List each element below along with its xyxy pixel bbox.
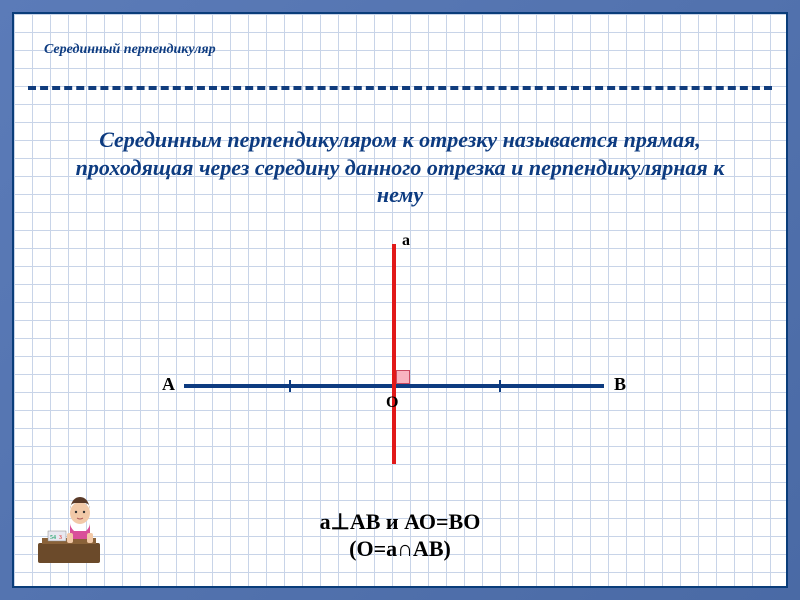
label-point-A: A [162, 374, 175, 395]
right-angle-marker [396, 370, 410, 384]
svg-text:3: 3 [59, 535, 62, 541]
formula-block: a⊥AB и АО=ВО (О=а∩АВ) [320, 509, 481, 562]
geometry-diagram: a A B O [154, 234, 634, 484]
label-perp-a: a [402, 232, 410, 250]
divider-dashed [28, 86, 772, 90]
definition-text: Серединным перпендикуляром к отрезку наз… [74, 126, 726, 209]
outer-frame: Серединный перпендикуляр Серединным перп… [0, 0, 800, 600]
perpendicular-line [392, 244, 396, 464]
formula-line1: a⊥AB и АО=ВО [320, 509, 481, 535]
tick-right [499, 380, 501, 392]
formula-line2: (О=а∩АВ) [320, 536, 481, 562]
label-point-O: O [386, 394, 398, 412]
label-point-B: B [614, 374, 626, 395]
tick-left [289, 380, 291, 392]
student-illustration-icon: 54 3 [34, 483, 104, 568]
slide-title: Серединный перпендикуляр [44, 42, 216, 58]
inner-frame: Серединный перпендикуляр Серединным перп… [12, 12, 788, 588]
svg-text:54: 54 [50, 535, 56, 541]
